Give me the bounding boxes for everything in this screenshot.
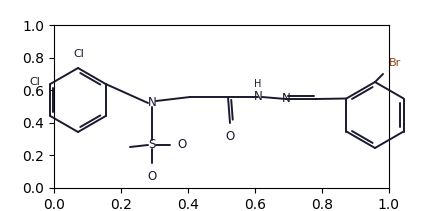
Text: S: S bbox=[148, 138, 156, 151]
Text: Cl: Cl bbox=[73, 49, 84, 59]
Text: O: O bbox=[226, 130, 235, 143]
Text: O: O bbox=[177, 138, 186, 151]
Text: H: H bbox=[254, 79, 262, 89]
Text: Br: Br bbox=[389, 58, 401, 68]
Text: N: N bbox=[254, 91, 262, 104]
Text: N: N bbox=[282, 92, 290, 106]
Text: O: O bbox=[147, 170, 157, 183]
Text: Cl: Cl bbox=[29, 77, 40, 87]
Text: N: N bbox=[148, 96, 156, 110]
